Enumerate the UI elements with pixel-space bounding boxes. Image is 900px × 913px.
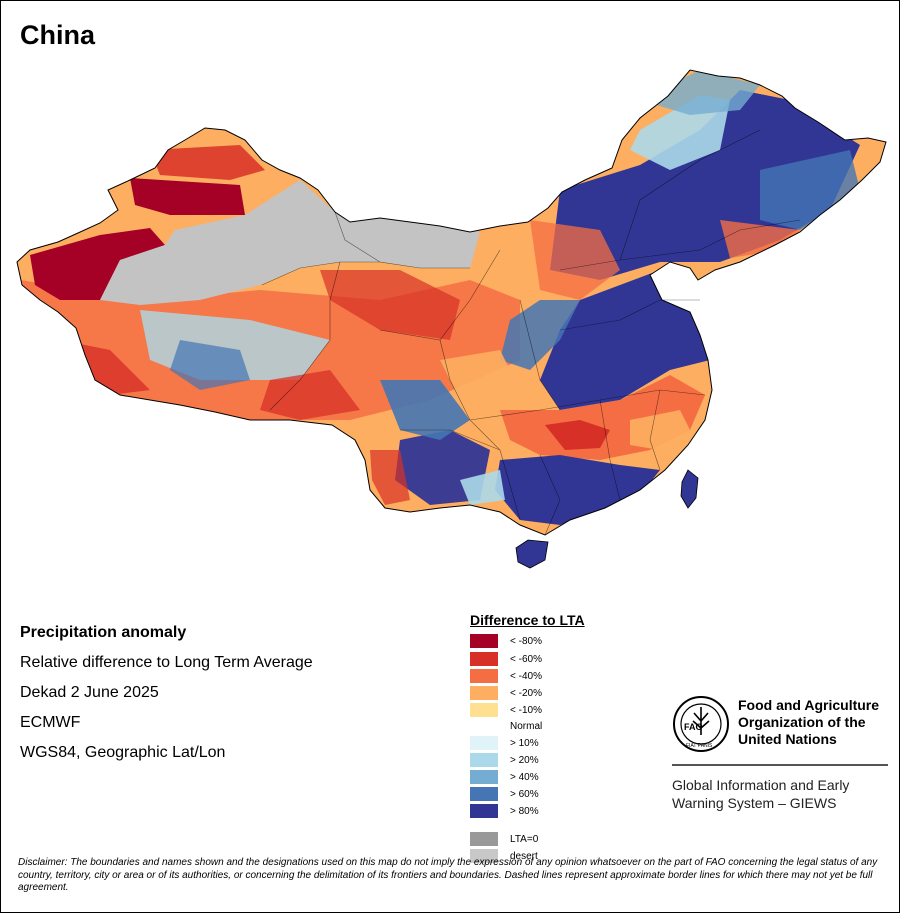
legend-item-plus-20: > 20% [470,753,539,767]
region-dry-west-yunnan [370,450,410,505]
region-wet-sichuan [380,380,470,440]
legend-swatch [470,736,498,750]
legend-swatch [470,787,498,801]
giews-name: Global Information and Early Warning Sys… [672,777,850,811]
legend-item-lta-zero: LTA=0 [470,832,538,846]
legend: Difference to LTA < -80% < -60% < -40% <… [470,612,670,863]
legend-item-plus-10: > 10% [470,736,539,750]
region-wet-guangxi-edge [460,470,505,505]
legend-swatch [470,669,498,683]
region-very-dry-north-xinjiang [130,178,245,215]
legend-item-minus-80: < -80% [470,634,542,648]
legend-swatch [470,634,498,648]
legend-item-minus-10: < -10% [470,703,542,717]
legend-item-minus-60: < -60% [470,652,542,666]
map-title: China [20,20,96,50]
legend-swatch [470,686,498,700]
anomaly-fill [17,70,886,535]
legend-item-minus-40: < -40% [470,669,542,683]
region-dry-yangtze-core [545,420,610,450]
map-info-block: Precipitation anomaly Relative differenc… [20,618,313,768]
region-slightly-dry-chongqing [440,350,520,420]
taiwan-island [680,469,699,509]
info-period: Dekad 2 June 2025 [20,684,159,701]
hainan-island [515,539,549,569]
info-source: ECMWF [20,714,81,731]
anomaly-heading: Precipitation anomaly [20,624,187,641]
province-boundaries [261,129,801,536]
legend-swatch [470,753,498,767]
info-description: Relative difference to Long Term Average [20,654,313,671]
fao-name: Food and Agriculture Organization of the… [738,697,880,747]
legend-title: Difference to LTA [470,612,585,628]
legend-swatch [470,652,498,666]
region-very-wet-south-china [495,455,660,525]
fao-logo-motto: FIAT PANIS [686,743,713,749]
region-wet-shaanxi [500,300,580,370]
legend-item-plus-80: > 80% [470,804,539,818]
legend-item-plus-40: > 40% [470,770,539,784]
legend-swatch [470,804,498,818]
region-very-dry-west-xinjiang [30,228,165,300]
region-desert-taklimakan-gobi [100,180,480,305]
legend-item-plus-60: > 60% [470,787,539,801]
region-slightly-dry-zhejiang [630,410,690,450]
region-dry-south-tibet [260,370,360,420]
region-dry-inner-mongolia [530,220,620,300]
region-wet-daxinganling [630,95,730,170]
legend-item-minus-20: < -20% [470,686,542,700]
fao-logo-icon: FAO FIAT PANIS [673,696,729,752]
region-dry-altai [150,145,265,180]
info-projection: WGS84, Geographic Lat/Lon [20,744,226,761]
region-dry-qinghai [320,270,460,340]
region-wet-tibet-core [170,340,250,390]
fao-divider [672,764,888,766]
legend-swatch [470,770,498,784]
legend-item-desert: desert [470,849,538,863]
region-very-wet-north-china-plain [540,270,710,410]
disclaimer-text: Disclaimer: The boundaries and names sho… [18,857,878,893]
legend-item-normal: Normal [510,720,543,732]
region-wet-north-tip [640,70,760,115]
region-wet-far-northeast [760,150,860,230]
legend-swatch [470,703,498,717]
legend-swatch [470,849,498,863]
legend-swatch [470,832,498,846]
fao-logo-letter-f: FAO [684,722,703,732]
precipitation-map [16,69,887,569]
